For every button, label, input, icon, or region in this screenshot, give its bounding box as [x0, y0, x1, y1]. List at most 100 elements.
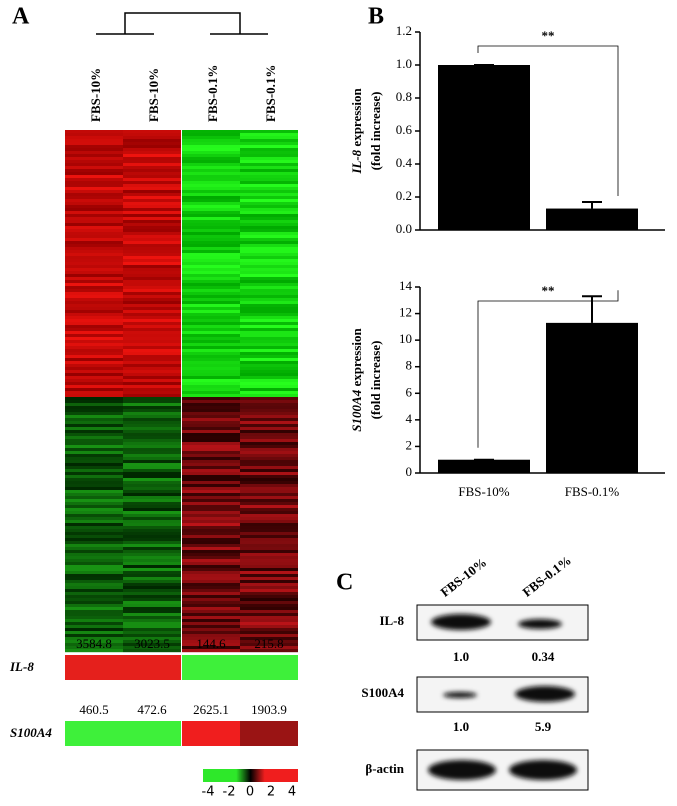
gene-cell	[65, 721, 123, 746]
heatmap-cell	[182, 373, 240, 377]
heatmap-cell	[123, 196, 181, 200]
bar	[438, 459, 530, 473]
heatmap-cell	[123, 502, 181, 506]
heatmap-cell	[182, 436, 240, 440]
heatmap-cell	[123, 220, 181, 224]
heatmap-cell	[182, 298, 240, 302]
heatmap-cell	[240, 235, 298, 239]
heatmap-cell	[123, 595, 181, 599]
heatmap-cell	[65, 346, 123, 350]
heatmap-cell	[182, 202, 240, 206]
heatmap-cell	[123, 289, 181, 293]
heatmap-cell	[65, 505, 123, 509]
heatmap-cell	[123, 346, 181, 350]
heatmap-cell	[65, 637, 123, 641]
heatmap-cell	[240, 460, 298, 464]
heatmap-cell	[123, 190, 181, 194]
blot-row-label: S100A4	[361, 685, 404, 700]
heatmap-cell	[240, 499, 298, 503]
heatmap-cell	[182, 508, 240, 512]
heatmap-cell	[240, 151, 298, 155]
heatmap-cell	[182, 352, 240, 356]
column-label: FBS-10%	[88, 68, 103, 122]
heatmap-cell	[65, 466, 123, 470]
heatmap-cell	[182, 547, 240, 551]
heatmap-cell	[123, 484, 181, 488]
heatmap-cell	[65, 220, 123, 224]
heatmap-cell	[65, 478, 123, 482]
heatmap-cell	[182, 280, 240, 284]
heatmap-cell	[240, 232, 298, 236]
heatmap-cell	[65, 151, 123, 155]
heatmap-cell	[65, 496, 123, 500]
heatmap-cell	[240, 301, 298, 305]
heatmap-cell	[123, 418, 181, 422]
heatmap-cell	[182, 430, 240, 434]
heatmap-cell	[182, 214, 240, 218]
heatmap-cell	[123, 397, 181, 401]
heatmap-cell	[123, 343, 181, 347]
heatmap-cell	[182, 475, 240, 479]
heatmap-cell	[240, 364, 298, 368]
heatmap-cell	[65, 226, 123, 230]
heatmap-cell	[123, 226, 181, 230]
heatmap-cell	[123, 562, 181, 566]
heatmap-cell	[240, 331, 298, 335]
heatmap-cell	[65, 205, 123, 209]
heatmap-cell	[123, 295, 181, 299]
heatmap-cell	[240, 307, 298, 311]
heatmap-cell	[123, 163, 181, 167]
heatmap-cell	[240, 229, 298, 233]
heatmap-cell	[65, 445, 123, 449]
heatmap-cell	[65, 598, 123, 602]
heatmap-cell	[123, 331, 181, 335]
heatmap-cell	[240, 316, 298, 320]
heatmap-cell	[182, 178, 240, 182]
heatmap-cell	[123, 139, 181, 143]
heatmap-cell	[123, 424, 181, 428]
heatmap-cell	[182, 334, 240, 338]
heatmap-cell	[240, 559, 298, 563]
heatmap-cell	[182, 556, 240, 560]
heatmap-cell	[240, 166, 298, 170]
heatmap-cell	[123, 169, 181, 173]
heatmap-cell	[182, 424, 240, 428]
heatmap-cell	[65, 550, 123, 554]
heatmap-cell	[123, 229, 181, 233]
heatmap-cell	[240, 154, 298, 158]
heatmap-cell	[240, 130, 298, 134]
heatmap-cell	[240, 382, 298, 386]
heatmap-cell	[182, 505, 240, 509]
y-tick-label: 12	[399, 305, 412, 320]
heatmap-cell	[65, 460, 123, 464]
heatmap-cell	[240, 172, 298, 176]
gene-cell	[182, 655, 240, 680]
heatmap-cell	[65, 457, 123, 461]
heatmap-cell	[182, 196, 240, 200]
bar	[546, 208, 638, 230]
heatmap-cell	[65, 208, 123, 212]
heatmap-cell	[182, 310, 240, 314]
heatmap-cell	[182, 511, 240, 515]
heatmap-cell	[123, 217, 181, 221]
expression-value: 215.8	[254, 636, 283, 651]
heatmap-cell	[182, 625, 240, 629]
heatmap-cell	[240, 544, 298, 548]
bar	[438, 65, 530, 230]
heatmap-cell	[240, 565, 298, 569]
heatmap-cell	[123, 304, 181, 308]
colorbar-tick-label: -4	[202, 785, 215, 800]
heatmap-cell	[182, 529, 240, 533]
heatmap-cell	[123, 259, 181, 263]
heatmap-cell	[182, 193, 240, 197]
heatmap-cell	[182, 595, 240, 599]
heatmap-cell	[182, 613, 240, 617]
heatmap-cell	[240, 463, 298, 467]
heatmap-cell	[182, 601, 240, 605]
heatmap-cell	[65, 325, 123, 329]
heatmap-cell	[65, 583, 123, 587]
colorbar	[203, 769, 298, 782]
heatmap-cell	[182, 382, 240, 386]
heatmap-cell	[182, 364, 240, 368]
heatmap-cell	[123, 340, 181, 344]
